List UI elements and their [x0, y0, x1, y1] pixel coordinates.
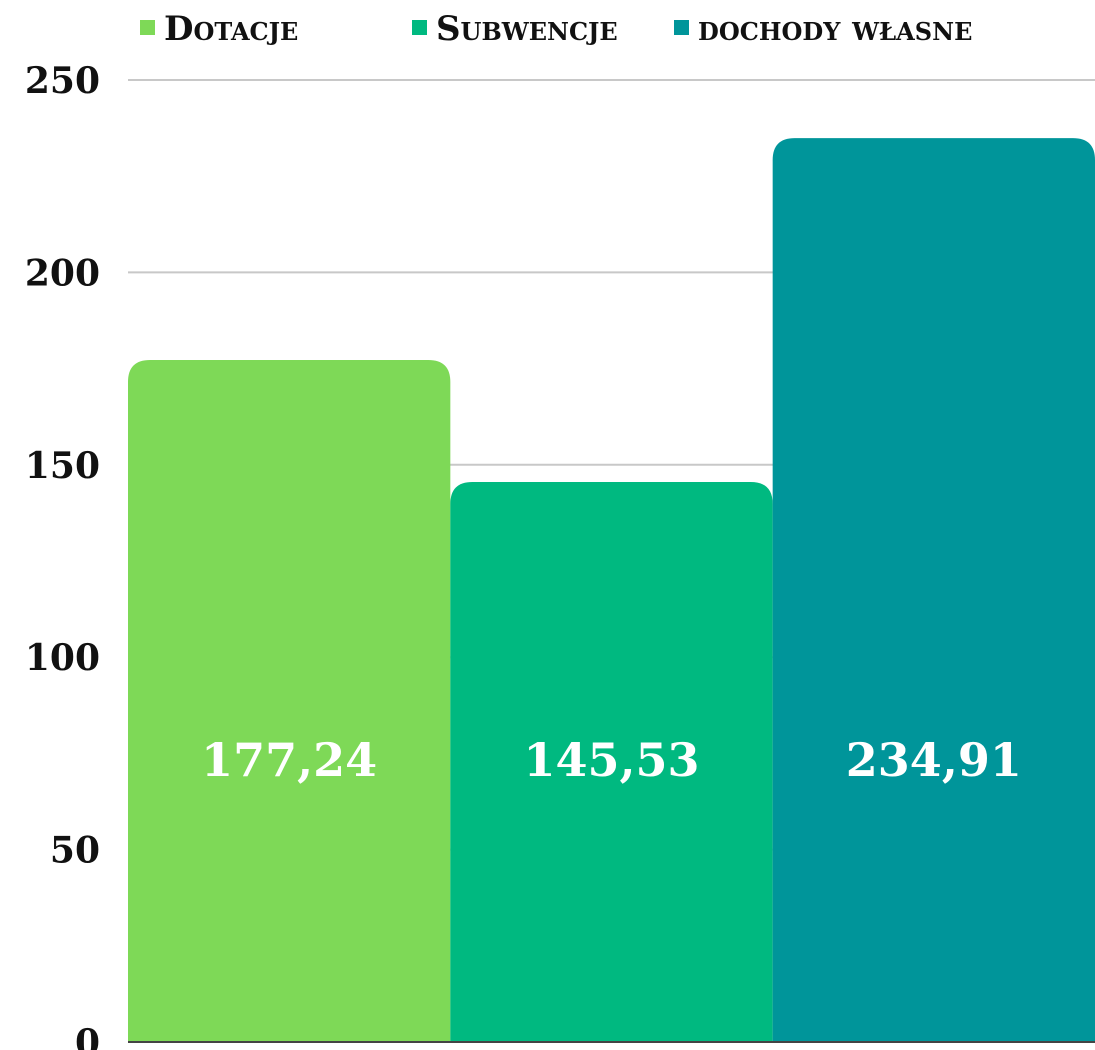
legend-swatch: [412, 20, 427, 35]
data-label: 177,24: [201, 733, 377, 787]
bar-subwencje: [450, 482, 773, 1042]
legend-item-1: Dotacje: [140, 9, 298, 49]
y-tick-label: 0: [75, 1022, 100, 1050]
data-label: 234,91: [846, 733, 1022, 787]
legend-label: Subwencje: [436, 9, 618, 49]
y-tick-label: 50: [50, 830, 100, 872]
y-tick-label: 100: [25, 637, 100, 679]
bar-dochody-własne: [772, 138, 1095, 1043]
y-tick-label: 200: [25, 252, 100, 294]
y-axis: 0 50 100 150 200 250: [25, 60, 100, 1050]
legend-label: Dotacje: [164, 9, 298, 49]
bars: [128, 138, 1095, 1043]
legend-swatch: [140, 20, 155, 35]
bar-dotacje: [128, 359, 451, 1042]
legend-swatch: [674, 20, 689, 35]
legend-label: dochody własne: [698, 9, 972, 49]
legend-item-2: Subwencje: [412, 9, 618, 49]
data-labels: 177,24 145,53 234,91: [128, 733, 1095, 1043]
legend-item-3: dochody własne: [674, 9, 972, 49]
legend: Dotacje Subwencje dochody własne: [140, 9, 972, 49]
y-tick-label: 250: [25, 60, 100, 102]
data-label: 145,53: [523, 733, 699, 787]
y-tick-label: 150: [25, 445, 100, 487]
